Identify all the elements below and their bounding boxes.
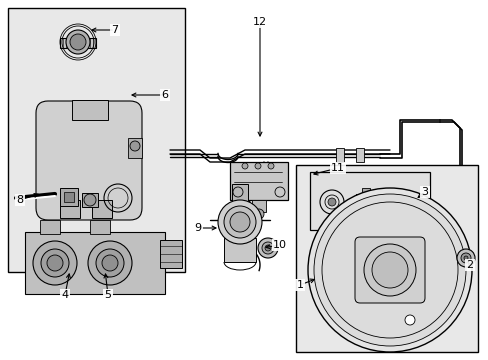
FancyBboxPatch shape (36, 101, 142, 220)
Bar (229, 162, 287, 200)
Circle shape (88, 241, 132, 285)
Bar (90, 220, 110, 234)
Circle shape (404, 315, 414, 325)
Bar (25, 232, 164, 294)
Circle shape (70, 34, 86, 50)
Bar (224, 238, 256, 262)
Circle shape (130, 141, 140, 151)
Bar (359, 242, 419, 298)
Circle shape (258, 238, 278, 258)
Text: 9: 9 (194, 223, 201, 233)
Circle shape (327, 198, 335, 206)
Bar (60, 200, 80, 218)
Circle shape (313, 194, 465, 346)
Circle shape (66, 30, 90, 54)
Bar (60, 188, 78, 206)
Circle shape (254, 163, 261, 169)
Circle shape (264, 245, 270, 251)
Circle shape (33, 241, 77, 285)
Bar (231, 184, 247, 202)
Text: 4: 4 (61, 290, 68, 300)
Text: 7: 7 (111, 25, 118, 35)
Text: 8: 8 (17, 195, 23, 205)
Text: 1: 1 (296, 280, 303, 290)
Bar (309, 172, 429, 230)
Text: 12: 12 (252, 17, 266, 27)
Circle shape (242, 163, 247, 169)
Bar (251, 200, 265, 212)
Circle shape (41, 249, 69, 277)
Bar (72, 100, 108, 120)
Circle shape (253, 209, 264, 219)
Bar (295, 165, 477, 352)
Text: 3: 3 (421, 187, 427, 197)
Circle shape (307, 188, 471, 352)
Bar (335, 148, 343, 162)
Bar (64, 192, 74, 202)
Circle shape (96, 249, 124, 277)
Bar (355, 194, 373, 208)
Bar (8, 8, 184, 272)
Text: 11: 11 (330, 163, 345, 173)
Bar (160, 240, 182, 268)
Text: 5: 5 (104, 290, 111, 300)
Text: 2: 2 (466, 260, 472, 270)
Bar (361, 188, 369, 196)
Bar (60, 38, 96, 48)
Circle shape (363, 244, 415, 296)
Bar (355, 148, 363, 162)
Circle shape (262, 242, 273, 254)
Text: 6: 6 (161, 90, 168, 100)
Circle shape (460, 253, 470, 263)
Circle shape (47, 255, 63, 271)
Circle shape (229, 212, 249, 232)
FancyBboxPatch shape (354, 237, 424, 303)
Bar (40, 220, 60, 234)
Bar (92, 200, 112, 218)
Bar (128, 138, 142, 158)
Circle shape (102, 255, 118, 271)
Circle shape (218, 200, 262, 244)
Circle shape (456, 249, 474, 267)
Text: 10: 10 (272, 240, 286, 250)
Circle shape (224, 206, 256, 238)
Circle shape (84, 194, 96, 206)
Circle shape (267, 163, 273, 169)
Circle shape (371, 252, 407, 288)
Circle shape (463, 256, 467, 260)
Bar (82, 193, 98, 207)
